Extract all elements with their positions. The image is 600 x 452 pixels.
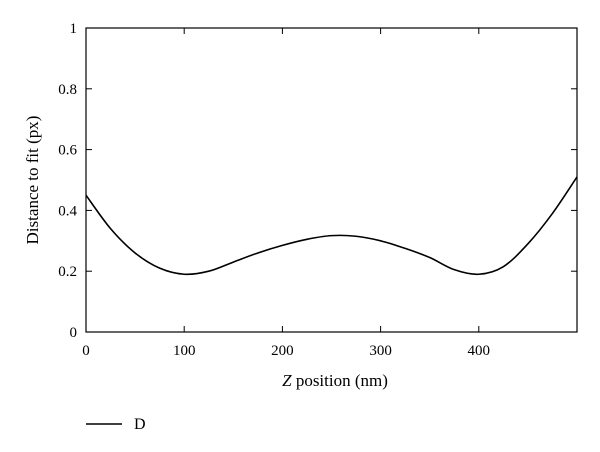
x-tick-label: 400 bbox=[468, 343, 491, 359]
x-axis-ticks: 0 100 200 300 400 bbox=[82, 28, 490, 359]
x-axis-label: Z position (nm) bbox=[282, 371, 388, 390]
series-line-D bbox=[85, 176, 578, 276]
series-group bbox=[85, 176, 578, 276]
x-axis-label-rest: position (nm) bbox=[292, 371, 388, 390]
y-tick-label: 0 bbox=[70, 325, 78, 341]
y-tick-label: 0.6 bbox=[58, 143, 77, 159]
y-tick-label: 0.4 bbox=[58, 203, 77, 219]
y-tick-label: 0.2 bbox=[58, 264, 77, 280]
x-tick-label: 300 bbox=[369, 343, 392, 359]
x-axis-label-italic: Z bbox=[282, 371, 292, 390]
y-tick-label: 0.8 bbox=[58, 82, 77, 98]
legend: D bbox=[86, 416, 146, 433]
y-axis-label: Distance to fit (px) bbox=[23, 116, 42, 245]
plot-frame bbox=[85, 27, 578, 333]
x-tick-label: 100 bbox=[173, 343, 196, 359]
legend-label: D bbox=[134, 416, 146, 433]
x-tick-label: 200 bbox=[271, 343, 294, 359]
y-axis-ticks: 0 0.2 0.4 0.6 0.8 1 bbox=[58, 21, 577, 341]
x-tick-label: 0 bbox=[82, 343, 90, 359]
y-tick-label: 1 bbox=[70, 21, 78, 37]
